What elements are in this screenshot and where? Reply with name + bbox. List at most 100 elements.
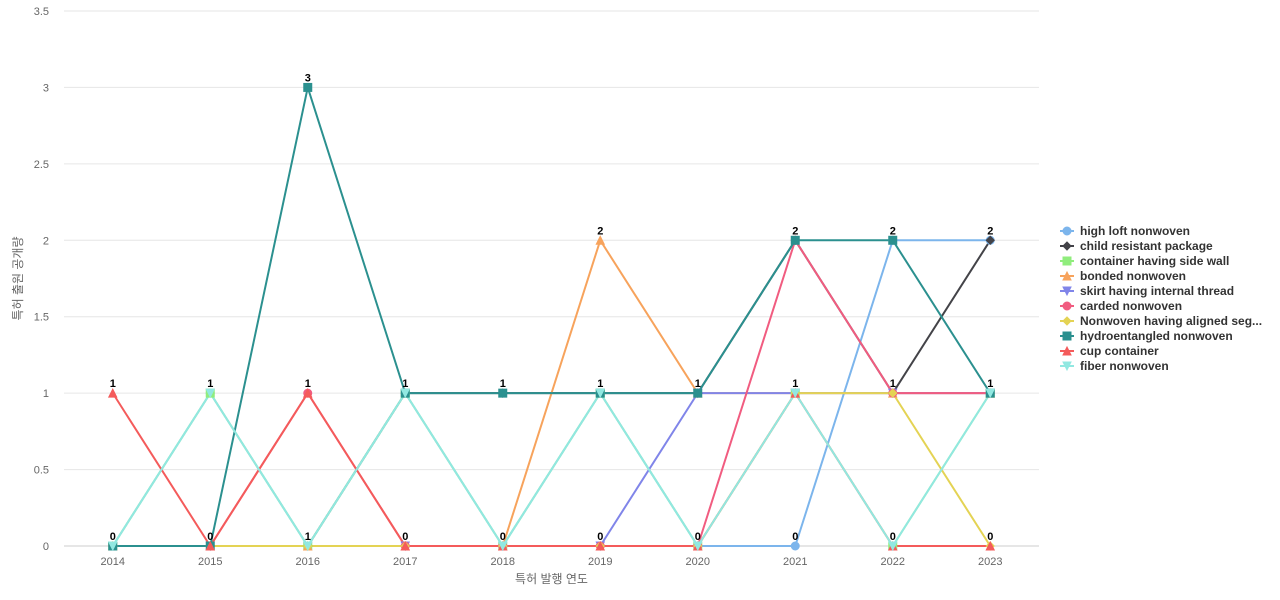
data-label: 0: [987, 531, 993, 543]
data-labels: 1 1 3 1 1 2 1 2 2 2 0 0 1 0 0 0 0 0 0 0 1 1 1 1 1: [110, 72, 994, 543]
data-point[interactable]: [595, 235, 606, 245]
data-label: 0: [110, 531, 116, 543]
x-axis-ticks: 2014 2015 2016 2017 2018 2019 2020 2021 2022 2023: [101, 556, 1003, 568]
data-label: 1: [695, 378, 701, 390]
y-tick-label: 3: [43, 82, 49, 94]
y-axis-ticks: 0 0.5 1 1.5 2 2.5 3 3.5: [34, 6, 49, 553]
data-label: 0: [890, 531, 896, 543]
data-label: 1: [792, 378, 798, 390]
x-axis-title: 특허 발행 연도: [515, 571, 588, 586]
data-label: 2: [792, 225, 798, 237]
legend-marker[interactable]: [1062, 345, 1072, 356]
data-point[interactable]: [985, 388, 996, 399]
data-point[interactable]: [498, 388, 508, 398]
legend-label: high loft nonwoven: [1080, 224, 1190, 238]
data-point[interactable]: [107, 388, 118, 398]
data-point[interactable]: [888, 388, 898, 398]
data-point[interactable]: [692, 541, 703, 552]
data-point[interactable]: [888, 235, 898, 245]
legend-item[interactable]: high loft nonwoven: [1060, 224, 1190, 238]
series-line[interactable]: [112, 86, 992, 547]
data-label: 2: [890, 225, 896, 237]
legend-marker[interactable]: [1062, 301, 1072, 311]
y-tick-label: 1: [43, 388, 49, 400]
y-tick-label: 0.5: [34, 465, 49, 477]
legend-item[interactable]: child resistant package: [1060, 239, 1213, 253]
y-tick-label: 2.5: [34, 159, 49, 171]
data-label: 1: [207, 378, 213, 390]
legend-item[interactable]: skirt having internal thread: [1060, 284, 1234, 298]
series-markers: [107, 82, 996, 552]
y-tick-label: 2: [43, 235, 49, 247]
data-point[interactable]: [302, 541, 313, 552]
legend-item[interactable]: container having side wall: [1060, 254, 1229, 268]
legend-label: container having side wall: [1080, 254, 1229, 268]
legend-item[interactable]: fiber nonwoven: [1060, 359, 1169, 373]
data-point[interactable]: [595, 388, 606, 399]
legend-marker[interactable]: [1062, 316, 1072, 326]
legend-label: carded nonwoven: [1080, 299, 1182, 313]
legend-marker[interactable]: [1062, 361, 1072, 372]
legend-label: skirt having internal thread: [1080, 284, 1234, 298]
legend-item[interactable]: Nonwoven having aligned seg...: [1060, 314, 1262, 328]
data-point[interactable]: [790, 235, 800, 245]
x-tick-label: 2017: [393, 556, 417, 568]
legend-marker[interactable]: [1062, 331, 1072, 341]
data-label: 1: [890, 378, 896, 390]
y-tick-label: 1.5: [34, 312, 49, 324]
y-axis-title: 특허 출원 공개량: [11, 237, 25, 321]
data-label: 2: [597, 225, 603, 237]
legend-label: hydroentangled nonwoven: [1080, 329, 1233, 343]
data-point[interactable]: [985, 235, 995, 245]
legend-marker[interactable]: [1062, 241, 1072, 251]
data-label: 1: [987, 378, 993, 390]
x-tick-label: 2019: [588, 556, 612, 568]
legend-item[interactable]: carded nonwoven: [1060, 299, 1182, 313]
data-point[interactable]: [790, 541, 800, 551]
x-tick-label: 2018: [491, 556, 515, 568]
data-point[interactable]: [595, 540, 606, 551]
legend-item[interactable]: bonded nonwoven: [1060, 269, 1186, 283]
data-label: 0: [695, 531, 701, 543]
legend-item[interactable]: hydroentangled nonwoven: [1060, 329, 1233, 343]
data-point[interactable]: [302, 388, 313, 398]
legend-label: fiber nonwoven: [1080, 359, 1169, 373]
data-point[interactable]: [497, 541, 508, 552]
data-label: 1: [305, 378, 311, 390]
legend-marker[interactable]: [1062, 256, 1072, 266]
y-tick-label: 0: [43, 541, 49, 553]
data-point[interactable]: [205, 388, 216, 399]
data-point[interactable]: [303, 82, 313, 92]
data-point[interactable]: [693, 388, 703, 398]
data-label: 1: [402, 378, 408, 390]
data-point[interactable]: [107, 541, 118, 552]
data-point[interactable]: [790, 388, 801, 399]
data-point[interactable]: [205, 540, 216, 551]
data-point[interactable]: [400, 388, 411, 399]
data-label: 0: [207, 531, 213, 543]
x-tick-label: 2016: [296, 556, 320, 568]
data-label: 0: [597, 531, 603, 543]
x-tick-label: 2020: [686, 556, 710, 568]
grid-lines: [64, 10, 1039, 547]
legend-item[interactable]: cup container: [1060, 344, 1159, 358]
data-label: 3: [305, 72, 311, 84]
data-label: 1: [597, 378, 603, 390]
data-point[interactable]: [887, 541, 898, 552]
x-tick-label: 2014: [101, 556, 125, 568]
legend-marker[interactable]: [1062, 270, 1072, 281]
x-tick-label: 2022: [881, 556, 905, 568]
legend-label: child resistant package: [1080, 239, 1213, 253]
data-label: 0: [500, 531, 506, 543]
data-point[interactable]: [985, 540, 996, 551]
series-line[interactable]: [111, 392, 992, 547]
legend-marker[interactable]: [1062, 286, 1072, 297]
data-point[interactable]: [400, 540, 411, 551]
legend-marker[interactable]: [1062, 226, 1072, 236]
y-tick-label: 3.5: [34, 6, 49, 18]
data-label: 0: [402, 531, 408, 543]
legend-label: cup container: [1080, 344, 1159, 358]
